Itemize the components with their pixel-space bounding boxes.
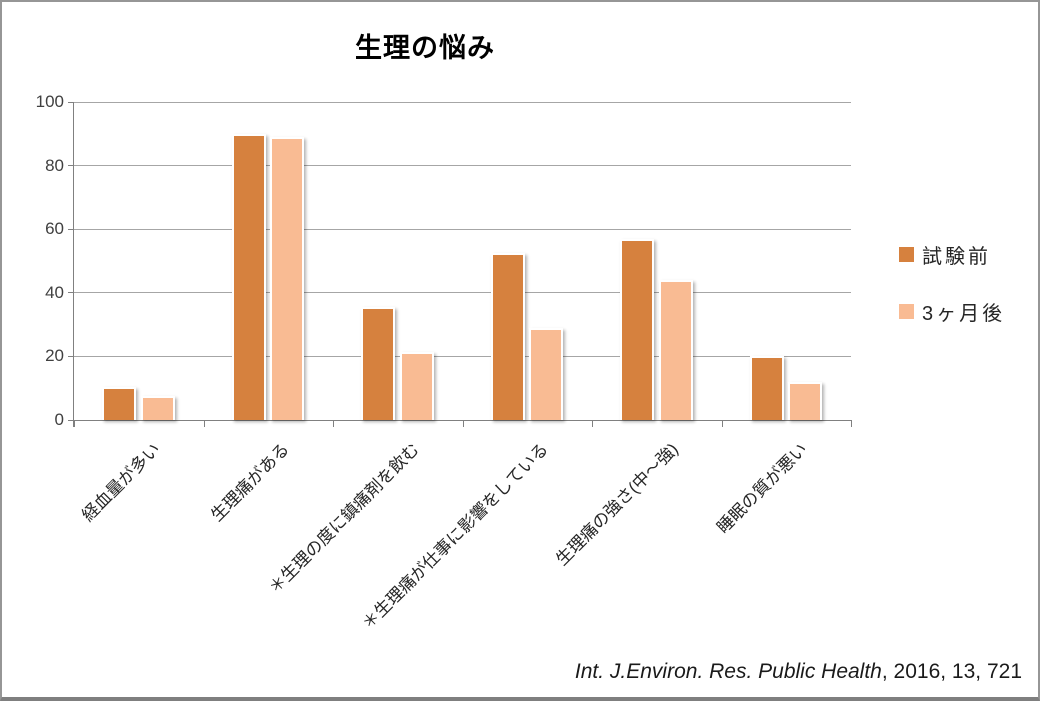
- y-axis-tick: [68, 355, 74, 357]
- legend-label-before: 試験前: [922, 246, 991, 268]
- x-axis-tick: [333, 420, 334, 427]
- citation: Int. J.Environ. Res. Public Health, 2016…: [575, 660, 1022, 684]
- y-tick-label: 100: [35, 92, 64, 111]
- legend: 試験前 3ヶ月後: [899, 240, 1005, 354]
- gridline: [74, 101, 851, 103]
- y-tick-label: 40: [45, 282, 64, 302]
- legend-item-before: 試験前: [899, 240, 1005, 269]
- gridline: [74, 228, 851, 230]
- bar: [749, 356, 784, 420]
- legend-label-after: 3ヶ月後: [922, 303, 1006, 325]
- x-category-label: ＊生理の度に鎮痛剤を飲む: [265, 439, 423, 598]
- citation-journal: Int. J.Environ. Res. Public Health: [574, 660, 882, 683]
- legend-swatch-before: [899, 247, 914, 262]
- bar: [529, 327, 563, 420]
- y-tick-label: 60: [45, 219, 64, 239]
- x-axis-tick: [851, 420, 852, 427]
- y-tick-label: 20: [45, 346, 64, 366]
- bar: [361, 307, 395, 420]
- gridline: [74, 355, 851, 357]
- y-tick-label: 0: [54, 410, 64, 429]
- bar: [231, 133, 266, 420]
- x-axis-tick: [74, 420, 75, 427]
- y-axis-tick: [68, 292, 74, 294]
- legend-item-after: 3ヶ月後: [899, 297, 1005, 326]
- citation-suffix: , 2016, 13, 721: [881, 660, 1022, 683]
- x-axis-tick: [462, 420, 464, 427]
- y-axis-tick: [68, 101, 74, 103]
- y-axis-tick: [68, 419, 74, 421]
- x-axis-tick: [592, 420, 593, 427]
- bar: [490, 253, 525, 420]
- bar: [620, 238, 654, 420]
- y-axis-line: [73, 102, 74, 427]
- bar: [658, 280, 693, 420]
- bar: [140, 396, 175, 420]
- y-tick-label: 80: [45, 155, 64, 175]
- bar: [399, 351, 434, 420]
- x-axis-tick: [721, 420, 723, 427]
- x-axis-tick: [203, 420, 205, 427]
- x-category-label: ＊生理痛が仕事に影響をしている: [358, 439, 553, 633]
- gridline: [74, 165, 851, 167]
- bar: [788, 381, 822, 420]
- x-category-label: 生理痛がある: [207, 439, 294, 526]
- bar: [102, 386, 136, 420]
- y-axis-tick: [68, 165, 74, 167]
- gridline: [74, 292, 851, 294]
- legend-swatch-after: [899, 304, 914, 319]
- bar: [270, 136, 304, 420]
- y-axis-tick: [68, 228, 74, 230]
- chart-title: 生理の悩み: [355, 33, 495, 63]
